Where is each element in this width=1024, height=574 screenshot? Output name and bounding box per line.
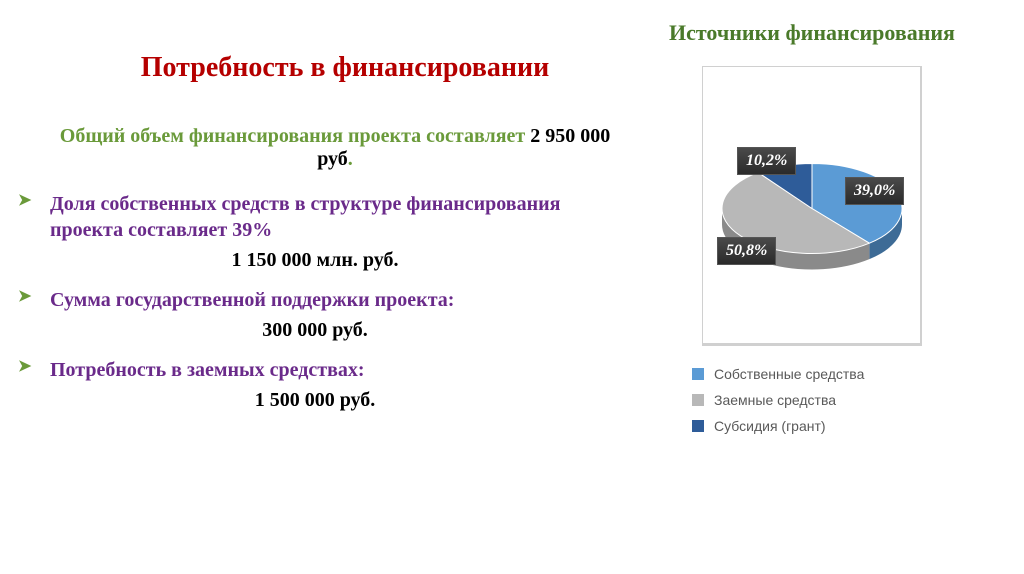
legend-swatch xyxy=(692,368,704,380)
bullet-sub: 300 000 руб. xyxy=(50,317,620,343)
legend-item: Субсидия (грант) xyxy=(692,418,932,434)
bullet-sub: 1 150 000 млн. руб. xyxy=(50,247,620,273)
bullet-sub: 1 500 000 руб. xyxy=(50,387,620,413)
bullet-text: Потребность в заемных средствах: xyxy=(50,359,365,381)
bullet-text: Доля собственных средств в структуре фин… xyxy=(50,193,560,241)
main-title: Потребность в финансировании xyxy=(10,50,620,85)
pie-label: 39,0% xyxy=(845,177,904,205)
bullet-item: Сумма государственной поддержки проекта:… xyxy=(10,287,620,343)
intro-suffix: . xyxy=(348,148,353,170)
legend-label: Собственные средства xyxy=(714,366,864,382)
left-column: Потребность в финансировании Общий объем… xyxy=(0,0,640,574)
bullet-item: Потребность в заемных средствах: 1 500 00… xyxy=(10,357,620,413)
legend-swatch xyxy=(692,394,704,406)
chart-title: Источники финансирования xyxy=(669,20,955,46)
legend-item: Собственные средства xyxy=(692,366,932,382)
legend-item: Заемные средства xyxy=(692,392,932,408)
bullet-item: Доля собственных средств в структуре фин… xyxy=(10,191,620,273)
legend-label: Субсидия (грант) xyxy=(714,418,826,434)
bullet-text: Сумма государственной поддержки проекта: xyxy=(50,289,454,311)
legend: Собственные средства Заемные средства Субс… xyxy=(692,366,932,444)
right-column: Источники финансирования 39,0% 50,8% 10,2%… xyxy=(640,0,1024,574)
legend-label: Заемные средства xyxy=(714,392,836,408)
legend-swatch xyxy=(692,420,704,432)
pie-label: 10,2% xyxy=(737,147,796,175)
intro-line: Общий объем финансирования проекта соста… xyxy=(10,125,620,171)
bullet-list: Доля собственных средств в структуре фин… xyxy=(10,191,620,413)
intro-prefix: Общий объем финансирования проекта соста… xyxy=(60,125,525,147)
pie-label: 50,8% xyxy=(717,237,776,265)
chart-box: 39,0% 50,8% 10,2% xyxy=(702,66,922,346)
